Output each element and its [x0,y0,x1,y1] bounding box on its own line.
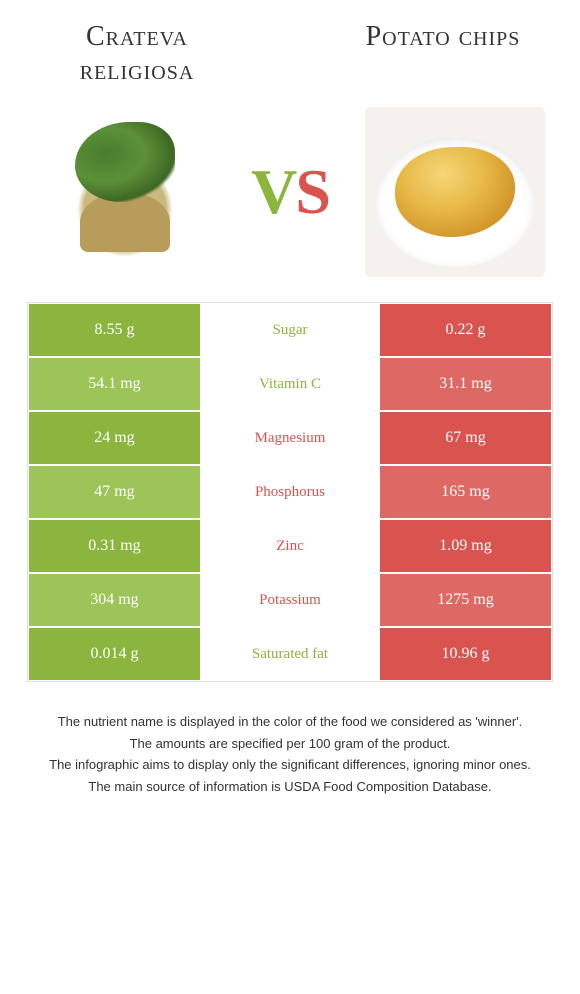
footnote-line: The amounts are specified per 100 gram o… [35,734,545,754]
footnote-line: The nutrient name is displayed in the co… [35,712,545,732]
table-row: 54.1 mgVitamin C31.1 mg [28,357,552,411]
right-value: 1.09 mg [379,519,552,573]
left-value: 54.1 mg [28,357,201,411]
right-food-title: Potato chips [341,20,545,54]
table-row: 8.55 gSugar0.22 g [28,303,552,357]
right-value: 10.96 g [379,627,552,681]
table-row: 47 mgPhosphorus165 mg [28,465,552,519]
nutrient-table: 8.55 gSugar0.22 g54.1 mgVitamin C31.1 mg… [27,302,553,682]
left-value: 0.014 g [28,627,201,681]
table-row: 304 mgPotassium1275 mg [28,573,552,627]
nutrient-label: Sugar [201,303,379,357]
nutrient-label: Saturated fat [201,627,379,681]
nutrient-label: Vitamin C [201,357,379,411]
left-value: 304 mg [28,573,201,627]
right-value: 31.1 mg [379,357,552,411]
right-food-image [365,107,545,277]
nutrient-label: Magnesium [201,411,379,465]
vs-v: V [251,156,295,227]
left-value: 24 mg [28,411,201,465]
left-value: 47 mg [28,465,201,519]
right-value: 67 mg [379,411,552,465]
footnotes: The nutrient name is displayed in the co… [15,712,565,796]
header: Crateva religiosa Potato chips [15,20,565,87]
nutrient-label: Potassium [201,573,379,627]
vs-s: S [295,156,329,227]
footnote-line: The main source of information is USDA F… [35,777,545,797]
infographic: Crateva religiosa Potato chips VS 8.55 g… [0,0,580,818]
left-value: 8.55 g [28,303,201,357]
table-row: 0.014 gSaturated fat10.96 g [28,627,552,681]
nutrient-label: Phosphorus [201,465,379,519]
right-value: 0.22 g [379,303,552,357]
table-row: 0.31 mgZinc1.09 mg [28,519,552,573]
left-food-title: Crateva religiosa [35,20,239,87]
footnote-line: The infographic aims to display only the… [35,755,545,775]
nutrient-label: Zinc [201,519,379,573]
left-value: 0.31 mg [28,519,201,573]
table-row: 24 mgMagnesium67 mg [28,411,552,465]
right-value: 1275 mg [379,573,552,627]
right-value: 165 mg [379,465,552,519]
vs-label: VS [251,155,329,229]
images-row: VS [15,102,565,282]
left-food-image [35,107,215,277]
